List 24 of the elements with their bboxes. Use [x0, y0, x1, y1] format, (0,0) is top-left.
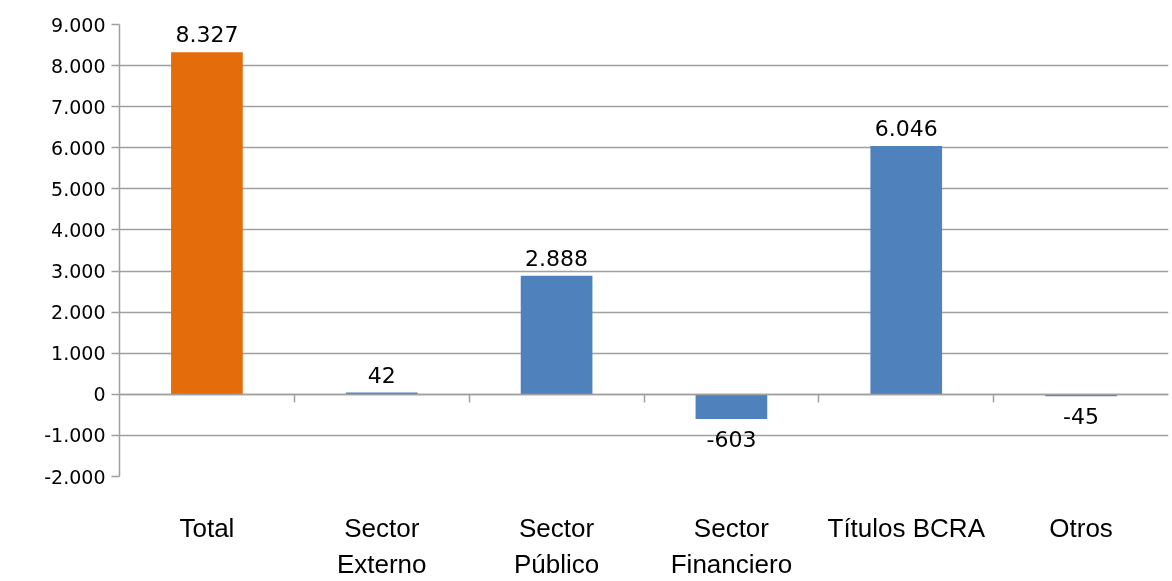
y-tick-label: -2.000 [44, 465, 106, 488]
data-label: 42 [367, 362, 396, 388]
x-tick-label: Otros [1049, 512, 1113, 543]
x-tick-label: Total [179, 512, 235, 543]
y-tick-label: 8.000 [51, 54, 106, 77]
data-label: -45 [1063, 404, 1100, 430]
x-tick-label: Sector Externo [336, 512, 427, 579]
y-tick-label: 6.000 [51, 136, 106, 159]
x-tick-label: Sector Público [513, 512, 600, 579]
x-tick-label: Sector Financiero [670, 512, 793, 579]
data-label: 2.888 [525, 245, 589, 271]
y-tick-label: 5.000 [51, 177, 106, 200]
y-tick-label: 7.000 [51, 95, 106, 118]
data-label: 6.046 [874, 115, 938, 141]
y-tick-label: 2.000 [51, 301, 106, 324]
y-tick-label: 1.000 [51, 342, 106, 365]
y-tick-label: -1.000 [44, 424, 106, 447]
y-tick-label: 4.000 [51, 218, 106, 241]
data-label: 8.327 [175, 22, 239, 48]
x-tick-label: Títulos BCRA [827, 512, 986, 543]
y-tick-label: 3.000 [51, 260, 106, 283]
y-tick-label: 9.000 [51, 13, 106, 36]
y-tick-label: 0 [93, 383, 106, 406]
data-label: -603 [706, 427, 757, 453]
